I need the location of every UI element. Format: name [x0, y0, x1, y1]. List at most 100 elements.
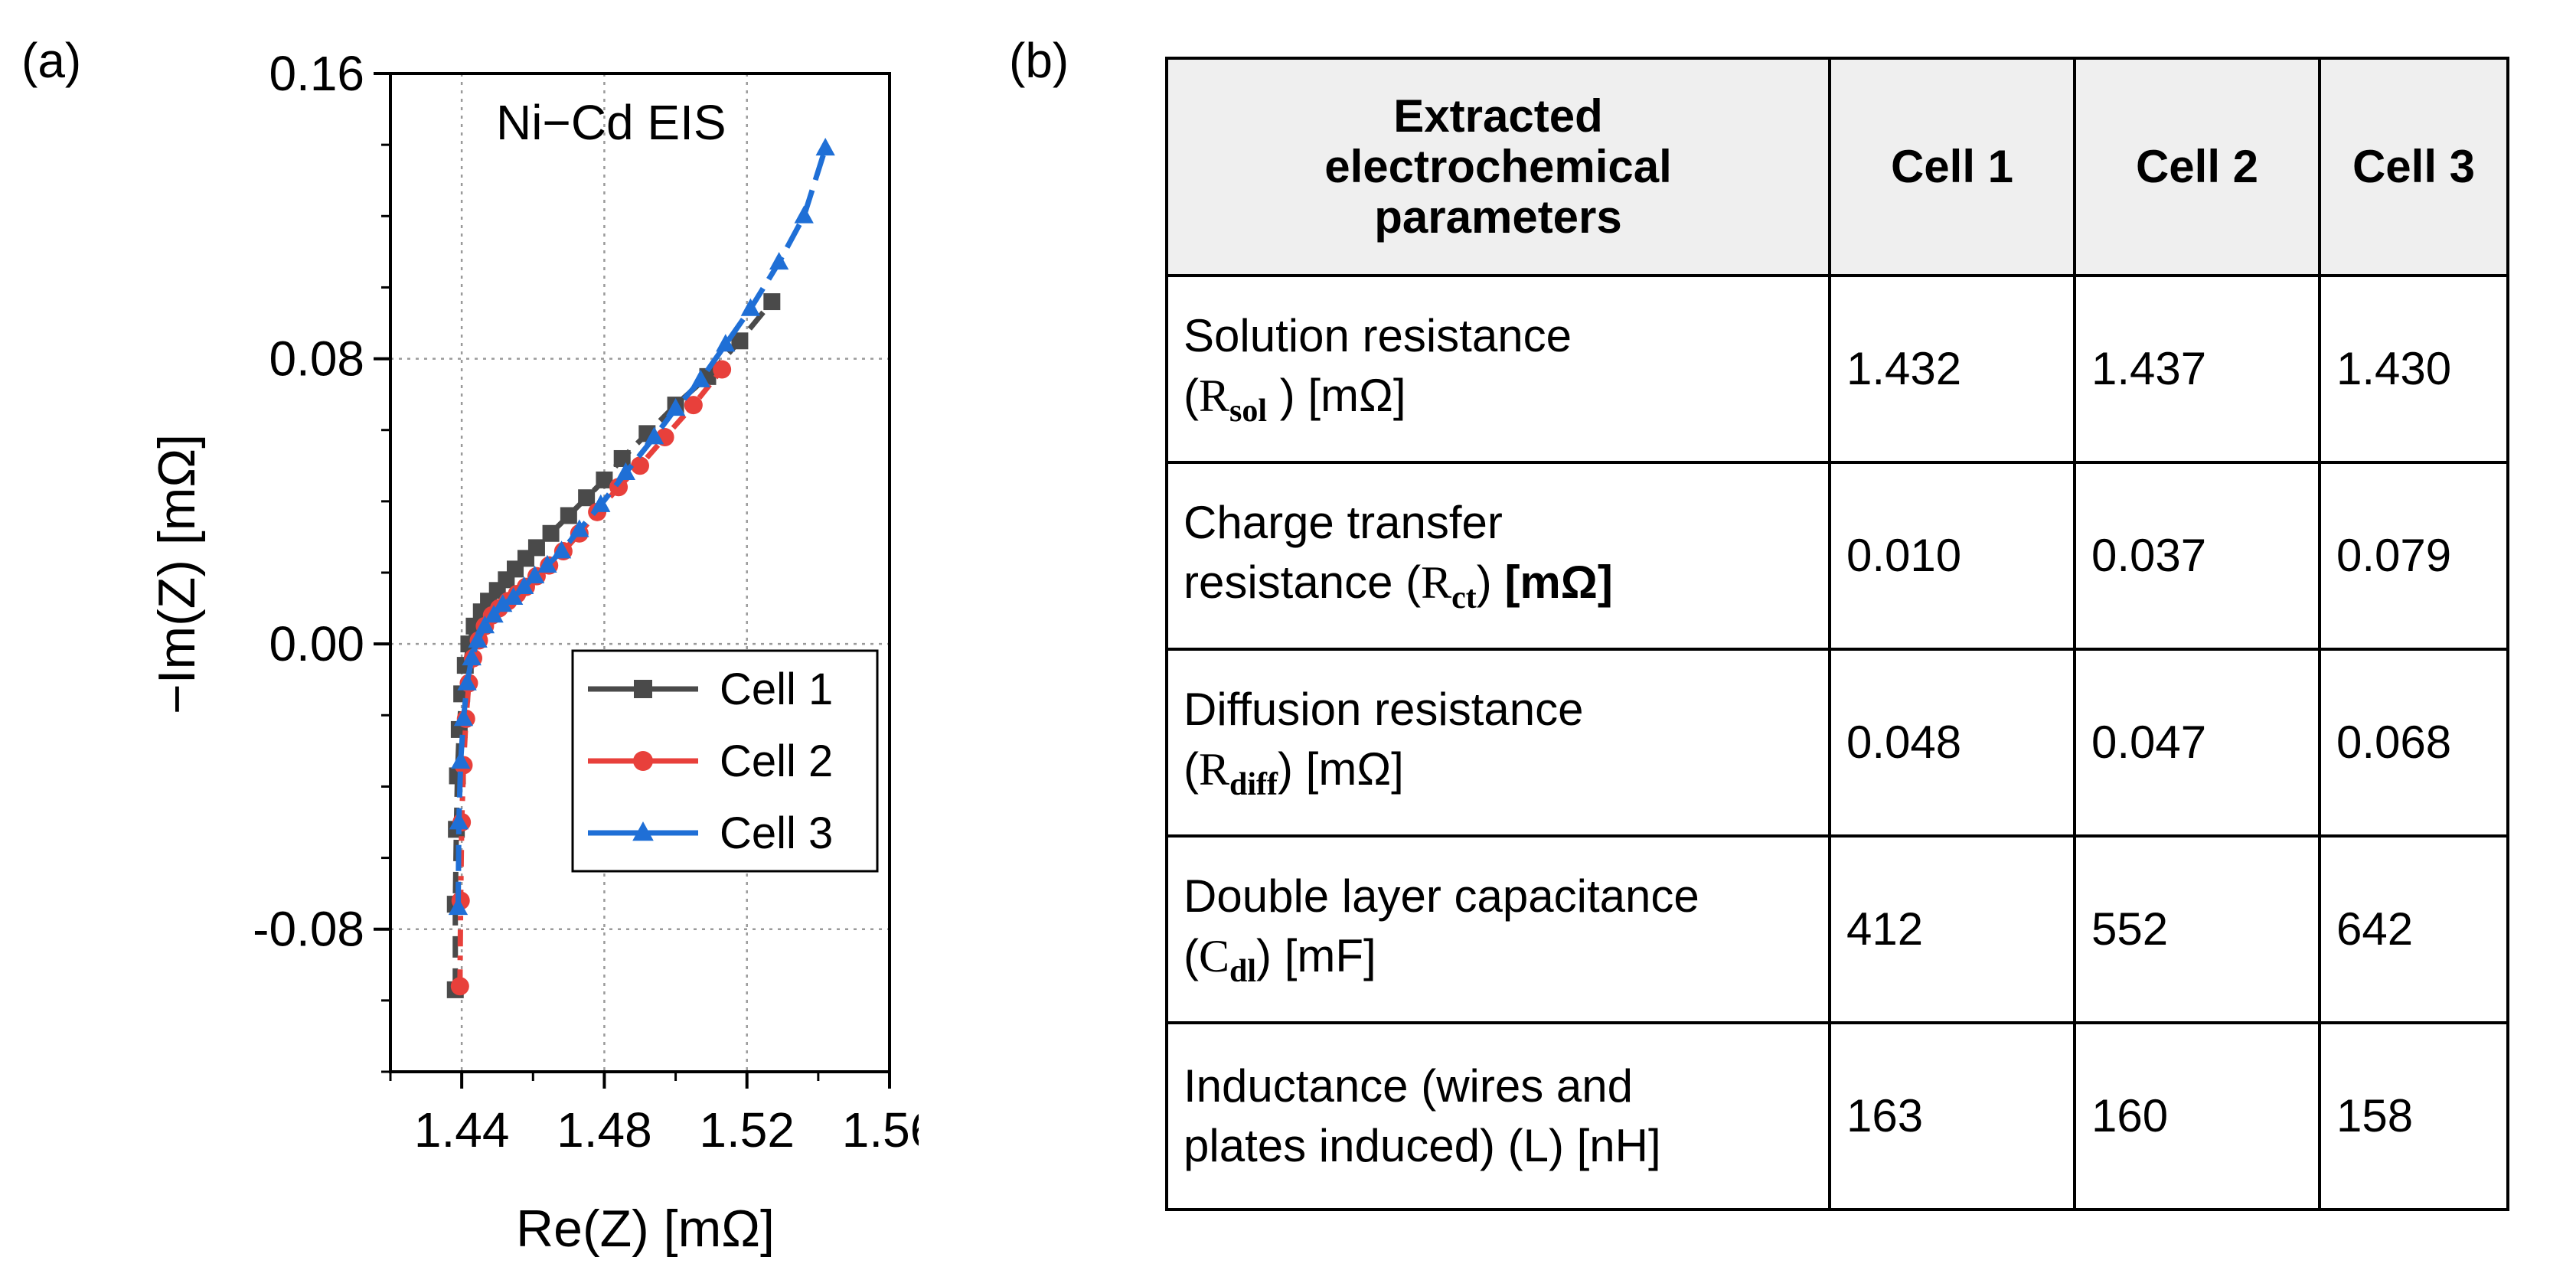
data-point — [468, 629, 488, 648]
y-tick-label: 0.00 — [269, 616, 364, 671]
parameters-table: Extracted electrochemical parameters Cel… — [1165, 57, 2509, 1211]
param-name: Double layer capacitance — [1184, 870, 1699, 922]
x-tick-label: 1.56 — [842, 1102, 919, 1158]
data-point — [560, 507, 577, 524]
header-cell-2: Cell 2 — [2073, 57, 2321, 277]
data-point — [504, 586, 524, 605]
table-row: Charge transfer resistance (Rct) [mΩ] 0.… — [1165, 461, 2509, 651]
data-point — [578, 489, 596, 507]
param-unit: [mΩ] — [1504, 556, 1613, 608]
data-point — [713, 360, 732, 379]
symbol-subscript: ct — [1451, 580, 1477, 616]
value-cell-2: 160 — [2073, 1021, 2321, 1211]
symbol-letter: R — [1421, 557, 1452, 608]
data-point — [769, 252, 789, 270]
series-cell-3 — [448, 138, 835, 916]
value-cell-2: 552 — [2073, 834, 2321, 1024]
data-point — [665, 398, 686, 416]
value-cell-3: 158 — [2318, 1021, 2509, 1211]
data-point — [691, 369, 710, 387]
value-cell-2: 1.437 — [2073, 274, 2321, 464]
y-tick-label: 0.16 — [269, 46, 364, 101]
data-point — [633, 751, 653, 771]
data-point — [450, 977, 469, 996]
symbol-subscript: dl — [1229, 953, 1257, 989]
data-point — [524, 565, 545, 584]
data-point — [740, 298, 761, 316]
param-name: Charge transfer — [1184, 496, 1503, 548]
data-series — [446, 138, 835, 998]
param-symbol-line: (Rdiff) [mΩ] — [1184, 743, 1404, 802]
header-line: parameters — [1374, 191, 1622, 243]
data-point — [684, 396, 703, 415]
y-tick-label: -0.08 — [253, 902, 364, 957]
value-cell-1: 163 — [1828, 1021, 2076, 1211]
legend-label: Cell 3 — [720, 808, 833, 858]
table-row: Inductance (wires and plates induced) (L… — [1165, 1021, 2509, 1211]
data-point — [451, 751, 471, 769]
x-tick-label: 1.52 — [699, 1102, 795, 1158]
param-symbol: Cdl — [1198, 930, 1256, 989]
data-point — [484, 605, 504, 623]
data-point — [613, 449, 631, 467]
value-cell-2: 0.047 — [2073, 648, 2321, 838]
data-point — [457, 672, 477, 691]
data-point — [527, 539, 545, 557]
legend: Cell 1 Cell 2 Cell 3 — [571, 649, 879, 873]
param-name-cont: plates induced) (L) [nH] — [1184, 1120, 1661, 1171]
data-point — [794, 205, 814, 224]
header-line: Extracted — [1393, 90, 1603, 142]
data-point — [453, 708, 474, 727]
data-point — [475, 616, 495, 634]
series-line — [452, 299, 775, 990]
data-point — [449, 811, 469, 830]
symbol-subscript: diff — [1229, 766, 1278, 802]
data-point — [632, 821, 654, 841]
value-cell-3: 1.430 — [2318, 274, 2509, 464]
param-name: Diffusion resistance — [1184, 683, 1584, 735]
param-symbol-line: resistance (Rct) [mΩ] — [1184, 556, 1613, 616]
panel-label-b: (b) — [1009, 33, 1069, 88]
param-label: Double layer capacitance (Cdl) [mF] — [1165, 834, 1831, 1024]
value-cell-1: 0.010 — [1828, 461, 2076, 651]
param-label: Solution resistance (Rsol ) [mΩ] — [1165, 274, 1831, 464]
param-label: Diffusion resistance (Rdiff) [mΩ] — [1165, 648, 1831, 838]
data-point — [644, 426, 664, 445]
plot-frame — [389, 72, 891, 1073]
legend-label: Cell 1 — [720, 664, 833, 714]
data-point — [716, 334, 736, 352]
data-point — [731, 332, 749, 350]
param-symbol-line: (Rsol ) [mΩ] — [1184, 369, 1406, 429]
symbol-space — [1267, 370, 1280, 421]
param-symbol: Rsol — [1199, 371, 1267, 429]
value-cell-2: 0.037 — [2073, 461, 2321, 651]
data-point — [815, 138, 835, 156]
panel-label-a: (a) — [21, 33, 82, 88]
eis-chart: 1.44 1.48 1.52 1.56 -0.08 0.00 0.08 0.16 Ni−Cd … — [148, 46, 919, 1258]
data-point — [596, 471, 613, 488]
symbol-letter: C — [1198, 930, 1230, 981]
param-unit: [mΩ] — [1308, 369, 1406, 421]
param-symbol: Rct — [1421, 557, 1477, 616]
grid-lines — [390, 73, 890, 1072]
series-cell-1 — [446, 293, 781, 998]
data-point — [542, 524, 560, 542]
data-point — [514, 576, 534, 594]
header-cell-3: Cell 3 — [2318, 57, 2509, 277]
header-line: electrochemical — [1324, 141, 1672, 192]
data-point — [591, 494, 611, 512]
value-cell-3: 642 — [2318, 834, 2509, 1024]
axis-ticks: 1.44 1.48 1.52 1.56 -0.08 0.00 0.08 0.16 — [253, 46, 919, 1158]
param-name: Solution resistance — [1184, 309, 1572, 361]
header-cell-1: Cell 1 — [1828, 57, 2076, 277]
param-name-cont: resistance — [1184, 556, 1393, 608]
data-point — [570, 519, 589, 537]
value-cell-3: 0.079 — [2318, 461, 2509, 651]
data-point — [609, 478, 628, 497]
value-cell-1: 1.432 — [1828, 274, 2076, 464]
y-tick-label: 0.08 — [269, 331, 364, 387]
data-point — [462, 648, 482, 666]
x-tick-label: 1.48 — [557, 1102, 652, 1158]
y-axis-title: −Im(Z) [mΩ] — [148, 434, 206, 714]
symbol-subscript: sol — [1229, 393, 1268, 429]
